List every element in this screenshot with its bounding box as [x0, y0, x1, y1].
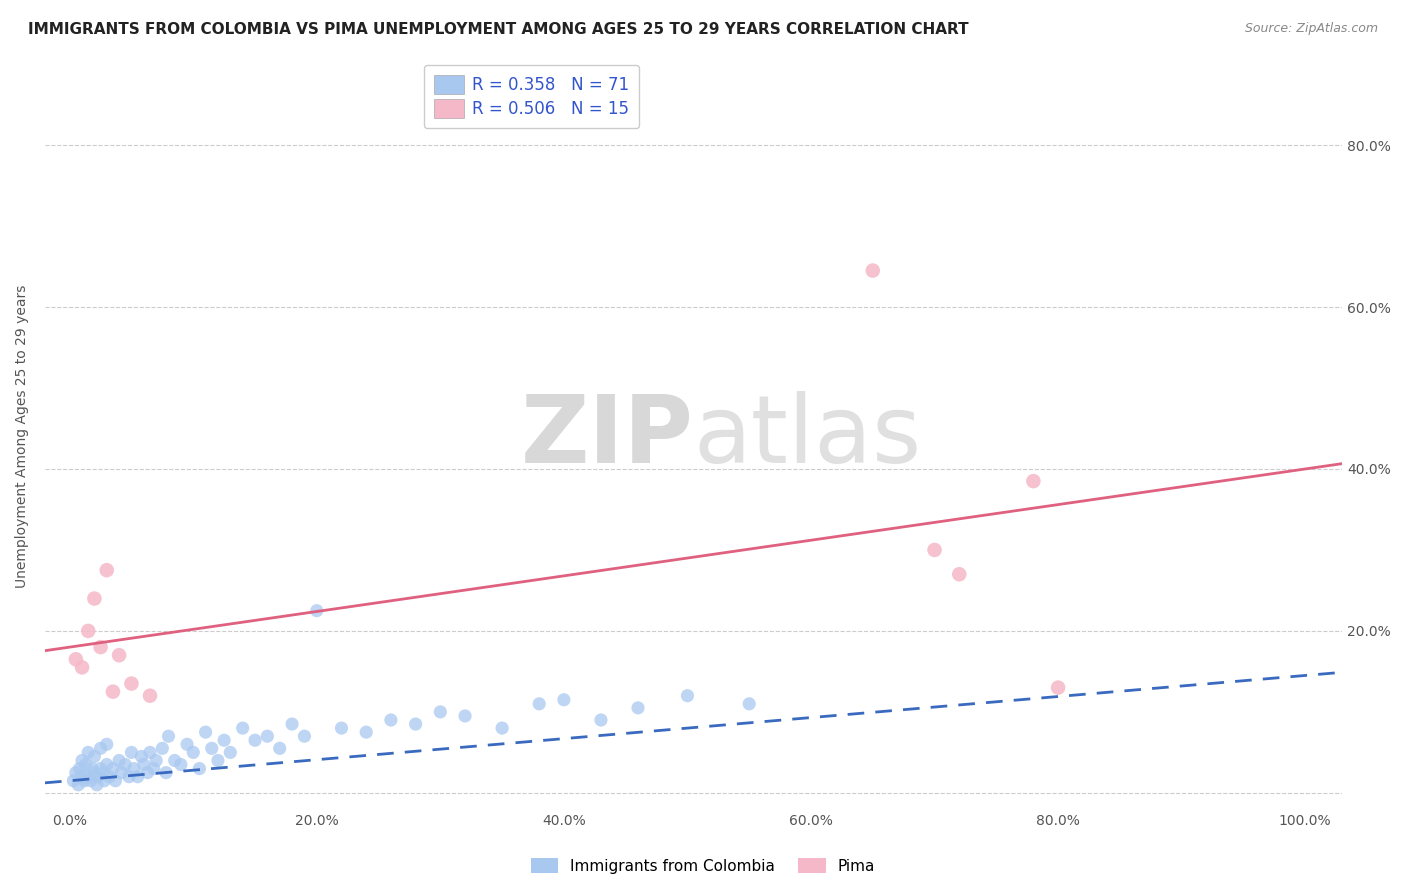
Point [131, 749, 153, 764]
Point [454, 709, 477, 723]
Point [87, 770, 110, 784]
Point [77, 745, 100, 759]
Point [79, 773, 101, 788]
Point [170, 757, 193, 772]
Point [155, 765, 177, 780]
Point [86, 778, 108, 792]
Point [738, 697, 761, 711]
Point [118, 770, 141, 784]
Point [96, 757, 118, 772]
Point [114, 757, 136, 772]
Point [132, 757, 155, 772]
Point [405, 717, 427, 731]
Point [212, 733, 235, 747]
Point [93, 773, 115, 788]
Point [269, 741, 291, 756]
Y-axis label: Unemployment Among Ages 25 to 29 years: Unemployment Among Ages 25 to 29 years [15, 285, 30, 588]
Point [136, 765, 159, 780]
Point [176, 737, 198, 751]
Point [67, 778, 90, 792]
Point [491, 721, 513, 735]
Point [110, 765, 132, 780]
Point [676, 689, 699, 703]
Point [181, 745, 204, 759]
Point [207, 754, 229, 768]
Point [924, 543, 946, 558]
Point [1022, 474, 1045, 488]
Point [90, 741, 112, 756]
Point [65, 765, 87, 780]
Point [553, 692, 575, 706]
Point [70, 660, 93, 674]
Point [73, 773, 96, 788]
Point [83, 749, 105, 764]
Point [232, 721, 254, 735]
Point [83, 765, 105, 780]
Point [90, 640, 112, 654]
Point [429, 705, 451, 719]
Point [354, 725, 377, 739]
Point [589, 713, 612, 727]
Point [281, 717, 304, 731]
Point [127, 770, 149, 784]
Point [108, 648, 131, 663]
Point [80, 762, 103, 776]
Point [330, 721, 353, 735]
Point [157, 729, 180, 743]
Point [256, 729, 278, 743]
Point [243, 733, 266, 747]
Point [194, 725, 217, 739]
Point [219, 745, 242, 759]
Point [294, 729, 316, 743]
Point [142, 762, 165, 776]
Point [380, 713, 402, 727]
Point [862, 263, 884, 277]
Text: IMMIGRANTS FROM COLOMBIA VS PIMA UNEMPLOYMENT AMONG AGES 25 TO 29 YEARS CORRELAT: IMMIGRANTS FROM COLOMBIA VS PIMA UNEMPLO… [28, 22, 969, 37]
Point [75, 757, 97, 772]
Point [96, 563, 118, 577]
Point [201, 741, 224, 756]
Point [62, 773, 84, 788]
Point [145, 754, 167, 768]
Point [305, 604, 328, 618]
Point [120, 676, 142, 690]
Point [96, 737, 118, 751]
Text: Source: ZipAtlas.com: Source: ZipAtlas.com [1244, 22, 1378, 36]
Point [150, 741, 173, 756]
Text: ZIP: ZIP [520, 391, 693, 483]
Point [77, 624, 100, 638]
Point [91, 765, 114, 780]
Point [139, 689, 162, 703]
Point [163, 754, 186, 768]
Point [70, 770, 93, 784]
Point [98, 770, 121, 784]
Point [101, 762, 124, 776]
Point [90, 762, 112, 776]
Point [69, 762, 91, 776]
Point [1047, 681, 1070, 695]
Point [70, 754, 93, 768]
Point [139, 745, 162, 759]
Point [120, 745, 142, 759]
Point [101, 684, 124, 698]
Point [65, 652, 87, 666]
Point [627, 701, 650, 715]
Point [108, 754, 131, 768]
Legend: R = 0.358   N = 71, R = 0.506   N = 15: R = 0.358 N = 71, R = 0.506 N = 15 [423, 65, 640, 128]
Point [527, 697, 550, 711]
Point [188, 762, 211, 776]
Point [948, 567, 970, 582]
Point [122, 762, 145, 776]
Legend: Immigrants from Colombia, Pima: Immigrants from Colombia, Pima [524, 852, 882, 880]
Point [104, 773, 127, 788]
Point [77, 770, 100, 784]
Text: atlas: atlas [693, 391, 922, 483]
Point [83, 591, 105, 606]
